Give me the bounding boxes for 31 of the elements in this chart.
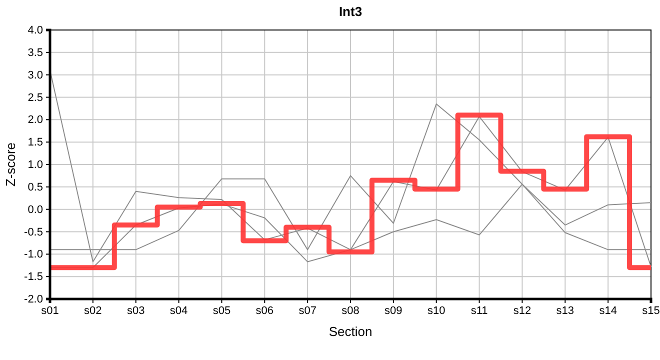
x-tick-label: s03 — [126, 304, 145, 317]
x-axis-title: Section — [328, 324, 372, 339]
x-tick-label: s04 — [170, 304, 188, 317]
x-tick-label: s02 — [84, 304, 102, 317]
y-tick-label: 0.0 — [28, 204, 43, 216]
y-tick-label: 1.0 — [28, 159, 43, 172]
x-tick-label: s12 — [513, 304, 532, 317]
x-tick-label: s15 — [642, 304, 660, 317]
x-tick-label: s07 — [298, 304, 316, 317]
x-tick-label: s11 — [470, 304, 488, 317]
y-tick-label: 2.0 — [28, 114, 43, 126]
x-tick-label: s06 — [256, 304, 274, 317]
y-tick-label: 1.5 — [28, 136, 43, 149]
y-tick-label: -0.5 — [24, 226, 43, 238]
y-axis-title: Z-score — [3, 142, 18, 187]
x-tick-label: s01 — [41, 304, 59, 317]
y-tick-label: -1.0 — [24, 248, 43, 261]
y-tick-label: 3.0 — [28, 69, 43, 82]
y-tick-label: -1.5 — [24, 271, 43, 284]
y-tick-label: 0.5 — [28, 181, 43, 194]
x-tick-label: s08 — [342, 304, 360, 317]
y-tick-label: 3.5 — [28, 46, 43, 59]
y-tick-label: 4.0 — [28, 24, 43, 37]
x-tick-label: s13 — [556, 304, 574, 317]
y-tick-label: 2.5 — [28, 92, 43, 104]
x-tick-label: s10 — [427, 304, 446, 317]
x-tick-label: s09 — [384, 304, 402, 317]
x-tick-label: s14 — [599, 304, 617, 317]
x-tick-label: s05 — [212, 304, 231, 317]
chart-title: Int3 — [338, 4, 362, 19]
y-tick-label: -2.0 — [24, 294, 43, 306]
